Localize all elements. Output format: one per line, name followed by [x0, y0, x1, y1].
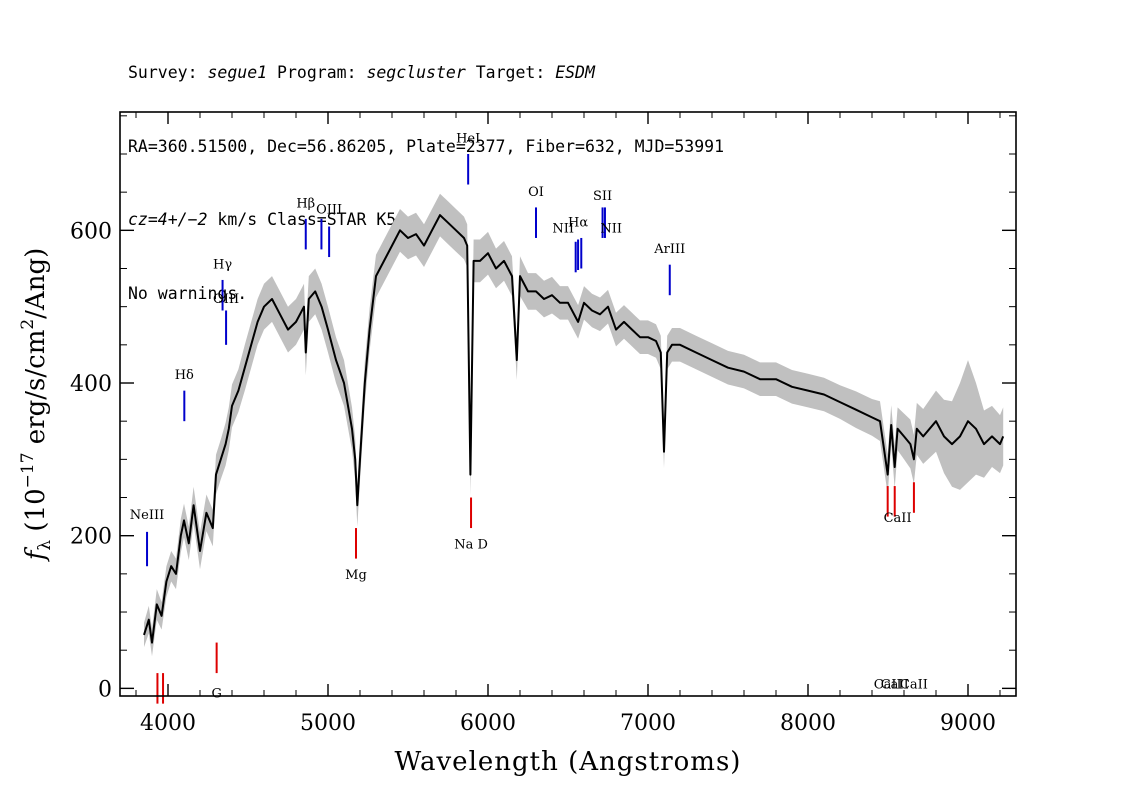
axis-ticks: 4000 5000 6000 7000 8000 9000 0 200 400 600 [70, 112, 1016, 736]
redshift-value: cz=4+/−2 [128, 210, 208, 229]
y-label-open: (10 [21, 488, 51, 540]
x-tick-label: 9000 [940, 711, 996, 736]
y-tick-label: 0 [98, 677, 112, 702]
emission-line-label: OIII [213, 292, 239, 307]
y-label-lambda: λ [35, 540, 55, 551]
x-tick-label: 7000 [620, 711, 676, 736]
flux-series-line [143, 214, 1005, 644]
absorption-line-label: CaII [881, 677, 909, 692]
emission-line-label: HeI [456, 132, 480, 147]
header-line-survey: Survey: segue1 Program: segcluster Targe… [128, 61, 724, 86]
target-label: Target: [465, 63, 556, 82]
x-tick-label: 8000 [780, 711, 836, 736]
header-line-coordinates: RA=360.51500, Dec=56.86205, Plate=2377, … [128, 136, 725, 156]
plot-frame [119, 111, 1017, 697]
target-value: ESDM [555, 63, 595, 82]
emission-line-label: NeIII [130, 508, 164, 523]
y-label-close: /Ang) [21, 248, 51, 319]
x-axis-label: Wavelength (Angstroms) [395, 747, 742, 777]
program-value: segcluster [366, 63, 466, 82]
y-label-exp2: 2 [18, 319, 38, 330]
x-tick-label: 5000 [300, 711, 356, 736]
absorption-line-label: CaII [900, 677, 928, 692]
header-line-warnings: No warnings. [128, 283, 248, 303]
error-band-layer [144, 193, 1004, 657]
absorption-line-label: G [211, 687, 221, 702]
absorption-line-label: CaII [874, 677, 902, 692]
survey-label: Survey: [128, 63, 208, 82]
y-tick-label: 600 [70, 219, 112, 244]
emission-line-label: NII [552, 222, 574, 237]
spectrum-header: Survey: segue1 Program: segcluster Targe… [128, 12, 724, 331]
emission-line-label: Hβ [296, 196, 315, 211]
class-text: km/s Class=STAR K5 [207, 210, 397, 229]
emission-line-label: OI [528, 185, 544, 200]
emission-line-label: SII [593, 189, 612, 204]
y-label-mid: erg/s/cm [21, 330, 51, 453]
y-axis-label: fλ (10−17 erg/s/cm2/Ang) [18, 248, 55, 563]
header-line-redshift: cz=4+/−2 km/s Class=STAR K5 [128, 208, 724, 233]
emission-line-label: Hα [568, 216, 588, 231]
emission-line-label: Hγ [213, 257, 232, 272]
x-tick-label: 4000 [140, 711, 196, 736]
flux-layer [143, 214, 1005, 644]
absorption-line-label: Mg [345, 568, 367, 583]
emission-line-label: OIII [316, 203, 342, 218]
absorption-line-label: Na D [454, 538, 488, 553]
program-label: Program: [267, 63, 367, 82]
y-tick-label: 200 [70, 525, 112, 550]
x-tick-label: 6000 [460, 711, 516, 736]
y-tick-label: 400 [70, 372, 112, 397]
survey-value: segue1 [207, 63, 268, 82]
y-label-exp1: −17 [18, 452, 38, 488]
absorption-line-label: CaII [884, 511, 912, 526]
emission-line-label: ArIII [653, 242, 685, 257]
emission-line-label: NII [600, 222, 622, 237]
emission-line-label: Hδ [175, 368, 194, 383]
flux-error-band [144, 193, 1004, 657]
